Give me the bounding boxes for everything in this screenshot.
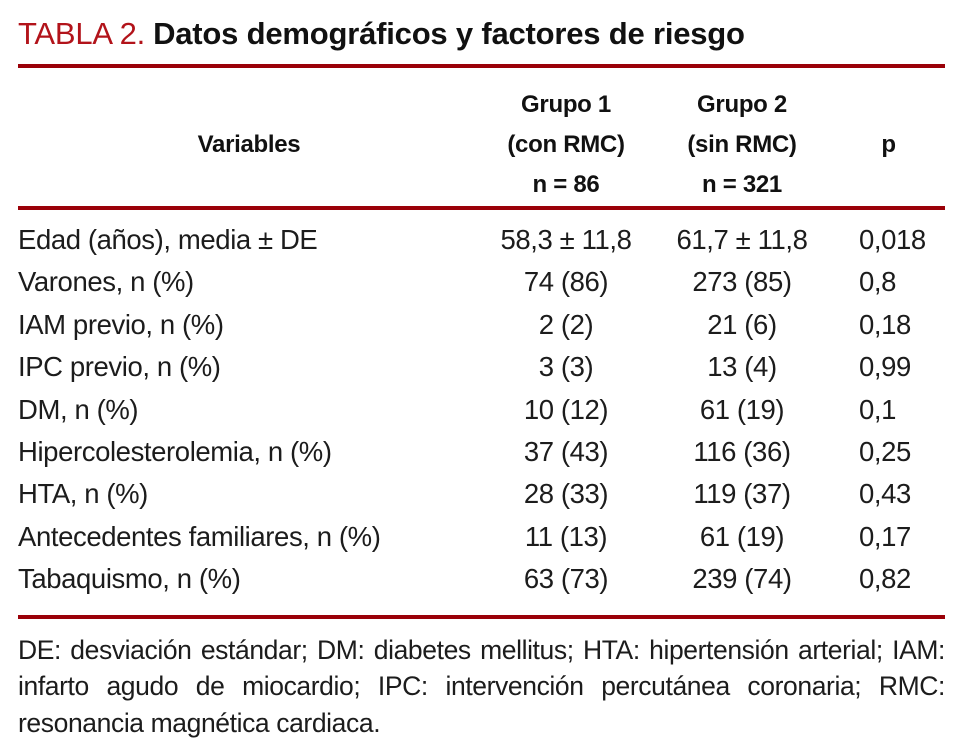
- bottom-rule: [18, 614, 945, 619]
- row-variable: Tabaquismo, n (%): [18, 563, 241, 595]
- row-group1-value: 37 (43): [523, 435, 609, 467]
- header-group2-name: Grupo 2: [697, 91, 787, 118]
- table-caption: TABLA 2. Datos demográficos y factores de…: [18, 14, 943, 54]
- row-group2-value: 21 (6): [707, 308, 777, 340]
- table-title: Datos demográficos y factores de riesgo: [153, 16, 745, 51]
- row-group1-value: 11 (13): [524, 520, 608, 552]
- header-group1-n: n = 86: [532, 171, 600, 198]
- row-group1-value: 28 (33): [523, 478, 609, 510]
- row-group2-value: 119 (37): [693, 478, 791, 510]
- row-group2-value: 239 (74): [692, 563, 792, 595]
- row-group2-value: 61,7 ± 11,8: [676, 224, 808, 255]
- row-group2-value: 61 (19): [699, 520, 785, 552]
- header-group1-name: Grupo 1: [521, 91, 611, 118]
- top-rule: [18, 64, 945, 68]
- row-p-value: 0,43: [859, 478, 911, 510]
- row-p-value: 0,18: [859, 308, 911, 340]
- row-p-value: 0,1: [859, 393, 897, 425]
- row-p-value: 0,25: [859, 435, 911, 467]
- table-body: Edad (años), media ± DE 58,3 ± 11,8 61,7…: [0, 210, 969, 615]
- row-variable: Hipercolesterolemia, n (%): [18, 435, 332, 467]
- row-p-value: 0,99: [859, 351, 911, 383]
- row-variable: IAM previo, n (%): [18, 308, 224, 340]
- row-group1-value: 63 (73): [523, 563, 609, 595]
- row-variable: HTA, n (%): [18, 478, 148, 510]
- row-variable: Antecedentes familiares, n (%): [18, 520, 381, 552]
- table-row: Antecedentes familiares, n (%) 11 (13) 6…: [18, 516, 969, 558]
- row-group1-value: 74 (86): [523, 266, 609, 298]
- row-group1-value: 3 (3): [538, 351, 594, 383]
- table-row: IPC previo, n (%) 3 (3) 13 (4) 0,99: [18, 346, 969, 388]
- row-p-value: 0,82: [859, 563, 911, 595]
- table-row: Varones, n (%) 74 (86) 273 (85) 0,8: [18, 261, 969, 303]
- header-group2-n: n = 321: [702, 171, 782, 198]
- row-p-value: 0,8: [859, 266, 897, 298]
- row-group1-value: 10 (12): [523, 393, 609, 425]
- row-group2-value: 116 (36): [693, 435, 791, 467]
- header-rule: [18, 206, 945, 210]
- row-p-value: 0,018: [859, 224, 926, 255]
- row-variable: Edad (años), media ± DE: [18, 224, 318, 255]
- row-p-value: 0,17: [859, 520, 911, 552]
- table-row: Hipercolesterolemia, n (%) 37 (43) 116 (…: [18, 431, 969, 473]
- header-group1-condition: (con RMC): [507, 131, 625, 158]
- header-p-value: p: [881, 131, 896, 158]
- row-group1-value: 2 (2): [538, 308, 594, 340]
- row-variable: IPC previo, n (%): [18, 351, 221, 383]
- header-group2: Grupo 2 (sin RMC) n = 321: [652, 85, 832, 205]
- row-variable: DM, n (%): [18, 393, 139, 425]
- row-group2-value: 61 (19): [699, 393, 785, 425]
- row-variable: Varones, n (%): [18, 266, 194, 298]
- table-row: HTA, n (%) 28 (33) 119 (37) 0,43: [18, 473, 969, 515]
- table-row: IAM previo, n (%) 2 (2) 21 (6) 0,18: [18, 304, 969, 346]
- table-row: Edad (años), media ± DE 58,3 ± 11,8 61,7…: [18, 219, 969, 261]
- table-row: Tabaquismo, n (%) 63 (73) 239 (74) 0,82: [18, 558, 969, 600]
- table-row: DM, n (%) 10 (12) 61 (19) 0,1: [18, 389, 969, 431]
- table-header-row: Variables Grupo 1 (con RMC) n = 86 Grupo…: [18, 68, 969, 206]
- table-footnote: DE: desviación estándar; DM: diabetes me…: [18, 634, 945, 738]
- table-number-label: TABLA 2.: [18, 16, 146, 51]
- row-group1-value: 58,3 ± 11,8: [500, 224, 632, 255]
- header-variables: Variables: [197, 131, 301, 158]
- row-group2-value: 13 (4): [707, 351, 777, 383]
- row-group2-value: 273 (85): [692, 266, 792, 298]
- header-group1: Grupo 1 (con RMC) n = 86: [480, 85, 652, 205]
- header-group2-condition: (sin RMC): [687, 131, 797, 158]
